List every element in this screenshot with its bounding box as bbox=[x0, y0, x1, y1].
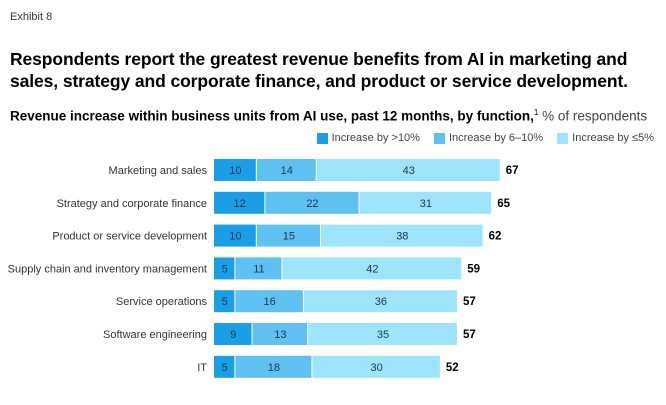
bar-segment bbox=[235, 355, 312, 378]
total-label: 57 bbox=[463, 296, 476, 308]
bar-segment bbox=[214, 290, 235, 313]
bar-segment bbox=[252, 323, 308, 345]
segment-value-label: 30 bbox=[371, 362, 383, 374]
subtitle-main: Revenue increase within business units f… bbox=[10, 108, 534, 124]
total-label: 59 bbox=[467, 263, 480, 275]
segment-value-label: 18 bbox=[268, 362, 280, 374]
bar-segment bbox=[265, 191, 359, 214]
legend-item: Increase by ≤5% bbox=[557, 132, 654, 144]
category-label: Product or service development bbox=[52, 231, 207, 243]
segment-value-label: 9 bbox=[230, 329, 236, 341]
total-label: 67 bbox=[506, 165, 519, 177]
segment-value-label: 42 bbox=[366, 263, 378, 275]
legend-label: Increase by >10% bbox=[331, 132, 420, 144]
segment-value-label: 11 bbox=[253, 263, 264, 275]
legend-swatch bbox=[316, 132, 328, 144]
total-label: 62 bbox=[489, 231, 502, 243]
segment-value-label: 38 bbox=[396, 231, 408, 243]
bar-segment bbox=[235, 290, 303, 313]
segment-value-label: 22 bbox=[306, 198, 318, 210]
segment-value-label: 5 bbox=[222, 296, 228, 308]
segment-value-label: 43 bbox=[403, 165, 415, 177]
bar-segment bbox=[303, 290, 457, 313]
category-label: Service operations bbox=[116, 296, 208, 308]
segment-value-label: 35 bbox=[377, 329, 389, 341]
bar-segment bbox=[316, 159, 500, 181]
segment-value-label: 5 bbox=[222, 263, 228, 275]
legend-item: Increase by >10% bbox=[316, 132, 420, 144]
legend-label: Increase by 6–10% bbox=[448, 132, 544, 144]
segment-value-label: 10 bbox=[229, 231, 241, 243]
category-label: Supply chain and inventory management bbox=[8, 263, 207, 275]
legend: Increase by >10% Increase by 6–10% Increas… bbox=[316, 132, 654, 144]
legend-item: Increase by 6–10% bbox=[433, 132, 544, 144]
legend-swatch bbox=[557, 132, 569, 144]
bar-segment bbox=[214, 159, 256, 181]
legend-label: Increase by ≤5% bbox=[572, 132, 654, 144]
segment-value-label: 36 bbox=[375, 296, 387, 308]
chart-subtitle: Revenue increase within business units f… bbox=[10, 108, 647, 124]
bar-segment bbox=[235, 257, 282, 280]
bar-segment bbox=[214, 191, 265, 214]
exhibit-label: Exhibit 8 bbox=[10, 11, 53, 23]
total-label: 65 bbox=[497, 198, 510, 210]
bar-segment bbox=[214, 355, 235, 378]
bar-segment bbox=[321, 224, 483, 247]
segment-value-label: 14 bbox=[281, 165, 293, 177]
subtitle-unit: % of respondents bbox=[538, 108, 648, 124]
segment-value-label: 15 bbox=[283, 231, 295, 243]
bar-segment bbox=[256, 159, 316, 181]
segment-value-label: 5 bbox=[222, 362, 228, 374]
footnote-marker: 1 bbox=[533, 108, 539, 117]
bar-segment bbox=[214, 257, 235, 280]
segment-value-label: 13 bbox=[274, 329, 286, 341]
chart-title: Respondents report the greatest revenue … bbox=[10, 49, 628, 91]
legend-swatch bbox=[433, 132, 445, 144]
bar-segment bbox=[308, 323, 457, 345]
total-label: 52 bbox=[446, 362, 459, 374]
bar-segment bbox=[214, 224, 256, 247]
bar-segment bbox=[282, 257, 462, 280]
bar-segment bbox=[359, 191, 492, 214]
bar-segment bbox=[256, 224, 320, 247]
category-label: Software engineering bbox=[103, 329, 207, 341]
segment-value-label: 31 bbox=[420, 198, 432, 210]
segment-value-label: 12 bbox=[234, 198, 246, 210]
segment-value-label: 10 bbox=[229, 165, 241, 177]
segment-value-label: 16 bbox=[264, 296, 276, 308]
category-label: Strategy and corporate finance bbox=[57, 198, 207, 210]
bar-segment bbox=[214, 323, 252, 345]
category-label: IT bbox=[197, 362, 207, 374]
category-label: Marketing and sales bbox=[109, 165, 208, 177]
bar-segment bbox=[312, 355, 440, 378]
total-label: 57 bbox=[463, 329, 476, 341]
